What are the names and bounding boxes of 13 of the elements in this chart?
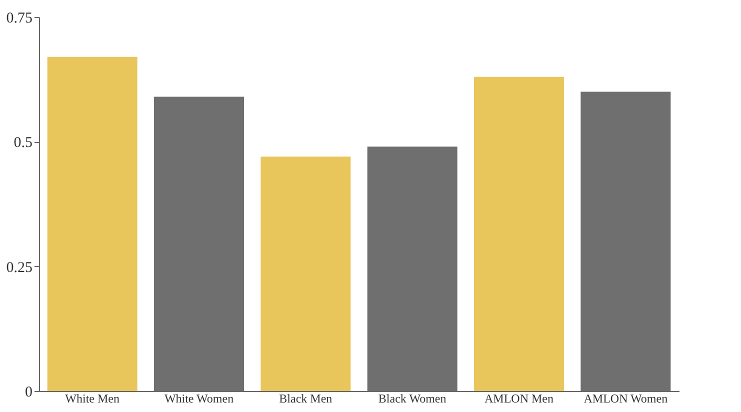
y-tick-label: 0.75 xyxy=(6,10,32,26)
bar xyxy=(474,76,564,391)
y-tick-label: 0.5 xyxy=(14,135,32,152)
x-tick-label: White Women xyxy=(164,392,234,406)
x-tick-label: Black Men xyxy=(279,392,332,406)
x-tick-label: White Men xyxy=(65,392,120,406)
x-tick-label: Black Women xyxy=(378,392,446,406)
y-tick-label: 0.25 xyxy=(6,260,32,276)
bar xyxy=(47,56,138,391)
x-tick-label: AMLON Men xyxy=(484,392,554,406)
x-tick-label: AMLON Women xyxy=(584,392,668,406)
bar xyxy=(260,156,351,391)
y-tick-label: 0 xyxy=(25,384,32,400)
